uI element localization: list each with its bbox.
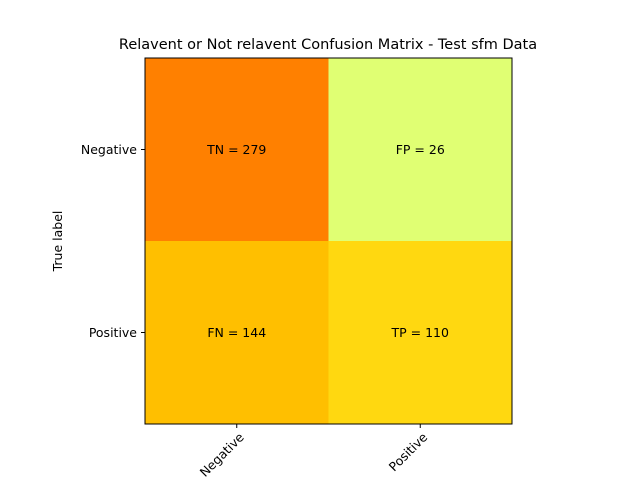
heatmap-cell-r0-c0 <box>145 58 329 242</box>
plot-frame <box>144 57 513 425</box>
heatmap-cell-r1-c0 <box>145 241 329 425</box>
cell-label-r1-c0: FN = 144 <box>207 325 266 340</box>
chart-title: Relavent or Not relavent Confusion Matri… <box>119 37 537 53</box>
y-axis-label: True label <box>50 211 65 273</box>
heatmap-cells <box>145 58 513 425</box>
cell-label-r0-c1: FP = 26 <box>396 142 445 157</box>
y-tick-label-1: Positive <box>89 325 137 340</box>
x-tick-label-0: Negative <box>197 429 247 478</box>
y-tick-label-0: Negative <box>81 142 137 157</box>
heatmap-cell-r0-c1 <box>328 58 513 242</box>
x-tick-label-1: Positive <box>386 429 431 474</box>
cell-label-r1-c1: TP = 110 <box>391 325 449 340</box>
heatmap-cell-r1-c1 <box>328 241 513 425</box>
cell-label-r0-c0: TN = 279 <box>206 142 266 157</box>
cell-labels: TN = 279 FP = 26 FN = 144 TP = 110 <box>206 142 449 340</box>
